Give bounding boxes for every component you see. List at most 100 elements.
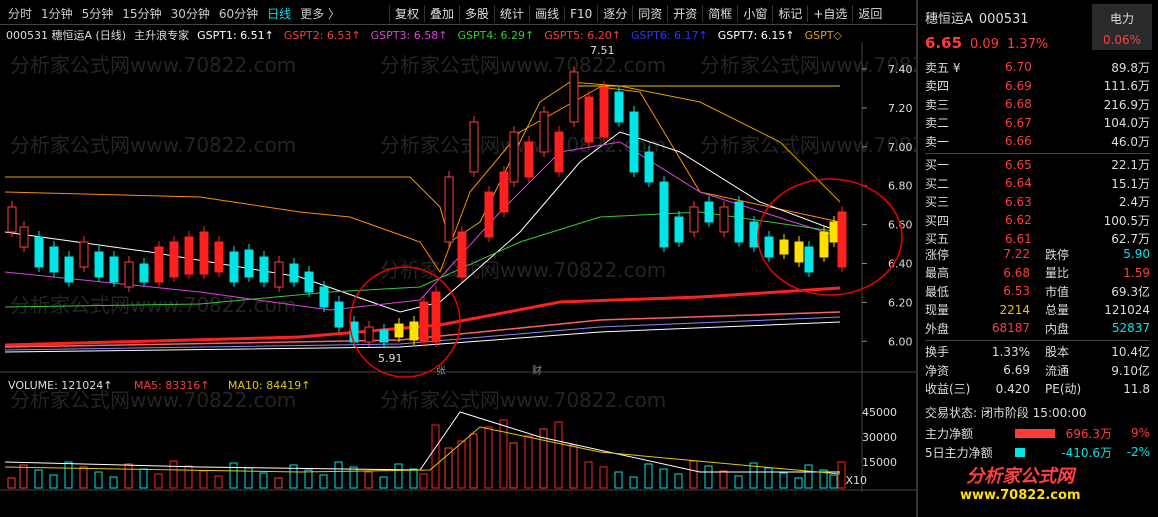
flow-row: 5日主力净额 -410.6万 -2%: [925, 443, 1150, 462]
level-price: 6.63: [1005, 194, 1032, 209]
candle: [274, 261, 284, 288]
stock-label: 000531 穗恒运A (日线): [6, 29, 127, 42]
ma-line: [4, 411, 840, 473]
watermark: 分析家公式网www.70822.com: [380, 258, 666, 282]
candle: [154, 246, 164, 283]
candle: [829, 221, 839, 243]
price-tick: 7.20: [888, 102, 913, 115]
price-tick: 6.80: [888, 180, 913, 193]
volume-bar: [154, 473, 163, 489]
pct: 1.37%: [1006, 37, 1049, 52]
toolbar-button[interactable]: 复权: [389, 5, 424, 22]
indicator-header: 000531 穗恒运A (日线) 主升浪专家 GSPT1: 6.51↑ GSPT2: …: [6, 27, 852, 43]
period-tab[interactable]: 日线: [267, 7, 292, 21]
candle: [229, 251, 239, 283]
period-tab[interactable]: 5分钟: [81, 7, 114, 21]
candle: [34, 236, 44, 268]
candle: [819, 231, 829, 258]
watermark: 分析家公式网www.70822.com: [380, 388, 666, 412]
watermark: 分析家公式网www.70822.com: [380, 133, 666, 157]
stat-label: 内盘: [1045, 321, 1070, 336]
stat-label: 换手: [925, 345, 950, 360]
watermark: 分析家公式网www.70822.com: [10, 53, 296, 77]
stat-value: 7.22: [1003, 247, 1030, 262]
toolbar-button[interactable]: 小窗: [737, 5, 772, 22]
level: 买二: [925, 176, 950, 191]
gspt-value: GSPT3: 6.58↑: [370, 29, 448, 42]
stat-label: 跌停: [1045, 247, 1070, 262]
toolbar-button[interactable]: 多股: [459, 5, 494, 22]
volume-bar: [444, 447, 453, 489]
stock-code: 000531: [978, 12, 1029, 27]
volume-bar: [749, 462, 758, 489]
stat-value: 68187: [991, 321, 1030, 336]
volume-bar: [524, 435, 533, 489]
level-volume: 100.5万: [1103, 213, 1150, 228]
low-label: 5.91: [378, 352, 403, 365]
stat-row: 换手 1.33% 股本 10.4亿: [925, 343, 1150, 362]
toolbar-button[interactable]: 同资: [632, 5, 667, 22]
level-volume: 15.1万: [1111, 176, 1150, 191]
candle: [599, 86, 609, 138]
toolbar-button[interactable]: F10: [564, 7, 597, 21]
stat-row: 净资 6.69 流通 9.10亿: [925, 361, 1150, 380]
toolbar-button[interactable]: 统计: [494, 5, 529, 22]
level-volume: 89.8万: [1111, 60, 1150, 75]
volume-bar: [419, 473, 428, 489]
candle: [484, 191, 494, 238]
stat-value: 121024: [1104, 302, 1150, 317]
volume-bar: [79, 466, 88, 489]
order-row: 卖五 ¥ 6.70 89.8万: [925, 58, 1150, 77]
stat-value: 1.59: [1123, 265, 1150, 280]
volume-header: VOLUME: 121024↑: [8, 379, 112, 392]
volume-bar: [199, 470, 208, 489]
level-price: 6.67: [1005, 115, 1032, 130]
level-price: 6.69: [1005, 78, 1032, 93]
candle: [431, 291, 441, 343]
period-tab[interactable]: 15分钟: [122, 7, 162, 21]
order-row: 买四 6.62 100.5万: [925, 211, 1150, 230]
volume-bar: [379, 476, 388, 489]
volume-bar: [169, 460, 178, 489]
volume-bar: [644, 463, 653, 489]
level: 卖一: [925, 134, 950, 149]
volume-bar: [49, 474, 58, 489]
gspt-value: GSPT◇: [804, 29, 842, 42]
toolbar-button[interactable]: 返回: [852, 5, 887, 22]
stat-label: 最低: [925, 284, 950, 299]
volume-tick: 30000: [862, 431, 897, 444]
candle: [49, 246, 59, 273]
candle: [734, 201, 744, 243]
price-row: 6.65 0.09 1.37%: [925, 34, 1048, 52]
toolbar-button[interactable]: 画线: [529, 5, 564, 22]
level: 卖二: [925, 116, 950, 131]
period-bar: 分时 1分钟 5分钟 15分钟 30分钟 60分钟 日线 更多 〉: [8, 5, 349, 22]
period-tab[interactable]: 更多 〉: [300, 7, 340, 21]
toolbar-button[interactable]: 简框: [702, 5, 737, 22]
button-bar: 复权 叠加 多股 统计 画线 F10 逐分 同资 开资 简框 小窗 标记 +自选 返回: [389, 5, 887, 22]
stat-label: 最高: [925, 266, 950, 281]
toolbar-button[interactable]: 标记: [772, 5, 807, 22]
candle: [644, 151, 654, 183]
level-price: 6.61: [1005, 231, 1032, 246]
level-volume: 216.9万: [1103, 97, 1150, 112]
level: 买五: [925, 232, 950, 247]
toolbar-button[interactable]: 开资: [667, 5, 702, 22]
toolbar-button[interactable]: +自选: [807, 5, 852, 22]
volume-header: MA10: 84419↑: [228, 379, 310, 392]
period-tab[interactable]: 分时: [8, 7, 33, 21]
period-tab[interactable]: 60分钟: [218, 7, 259, 21]
volume-bar: [779, 472, 788, 489]
ma-line: [4, 426, 841, 475]
candle: [109, 256, 119, 283]
toolbar-button[interactable]: 逐分: [597, 5, 632, 22]
candle: [7, 206, 17, 233]
period-tab[interactable]: 30分钟: [170, 7, 210, 21]
level-price: 6.68: [1005, 97, 1032, 112]
chart: 分析家公式网www.70822.com 分析家公式网www.70822.com 分析…: [0, 42, 916, 492]
level-volume: 111.6万: [1103, 79, 1150, 94]
volume-bar: [431, 424, 440, 489]
period-tab[interactable]: 1分钟: [41, 7, 73, 21]
logo-url: www.70822.com: [960, 488, 1081, 503]
toolbar-button[interactable]: 叠加: [424, 5, 459, 22]
